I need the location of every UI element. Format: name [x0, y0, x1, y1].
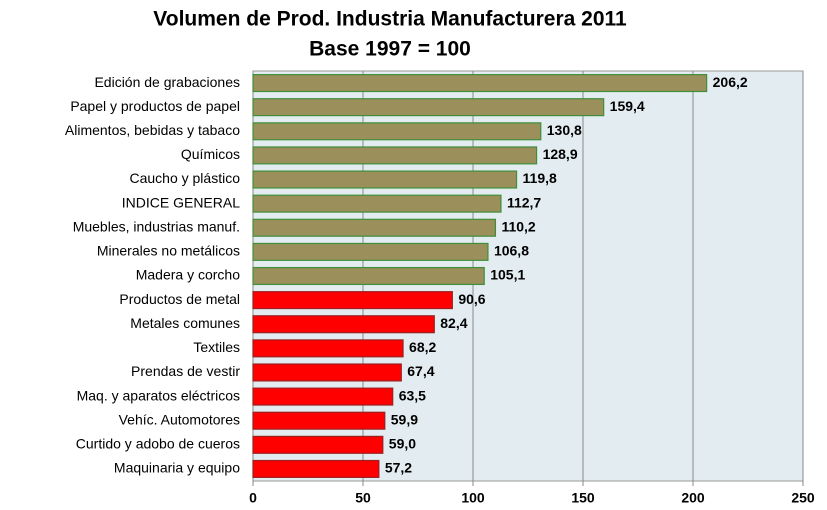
y-tick-label: INDICE GENERAL	[122, 194, 240, 210]
y-tick-label: Edición de grabaciones	[94, 74, 240, 90]
x-tick-label: 0	[249, 490, 257, 506]
y-tick-label: Alimentos, bebidas y tabaco	[65, 122, 240, 138]
y-tick-label: Vehíc. Automotores	[119, 411, 240, 427]
y-tick-label: Productos de metal	[119, 291, 240, 307]
y-tick-label: Metales comunes	[130, 315, 240, 331]
value-label: 130,8	[547, 122, 582, 138]
bar	[252, 363, 402, 382]
value-label: 59,0	[389, 436, 416, 452]
value-label: 57,2	[385, 460, 412, 476]
bar	[252, 98, 605, 117]
bar	[252, 315, 435, 334]
bar	[252, 435, 384, 454]
value-label: 59,9	[391, 411, 418, 427]
value-label: 82,4	[440, 315, 467, 331]
value-label: 90,6	[458, 291, 485, 307]
x-tick-label: 250	[791, 490, 815, 506]
value-label: 63,5	[399, 387, 426, 403]
x-tick-label: 50	[355, 490, 371, 506]
chart-subtitle: Base 1997 = 100	[309, 38, 471, 61]
bar	[252, 242, 489, 261]
bar	[252, 146, 538, 165]
y-tick-label: Curtido y adobo de cueros	[76, 436, 240, 452]
value-label: 159,4	[610, 98, 645, 114]
y-tick-label: Madera y corcho	[136, 267, 240, 283]
x-tick-label: 150	[571, 490, 595, 506]
y-tick-label: Caucho y plástico	[129, 170, 240, 186]
bar	[252, 74, 708, 93]
y-tick-label: Papel y productos de papel	[70, 98, 240, 114]
value-label: 128,9	[543, 146, 578, 162]
bar	[252, 266, 485, 286]
bar	[252, 170, 518, 189]
value-label: 68,2	[409, 339, 436, 355]
y-tick-label: Muebles, industrias manuf.	[73, 218, 240, 234]
x-tick-label: 100	[461, 490, 485, 506]
y-tick-label: Prendas de vestir	[131, 363, 240, 379]
bar	[252, 339, 404, 358]
bar	[252, 194, 502, 213]
y-tick-label: Maquinaria y equipo	[114, 460, 240, 476]
value-label: 67,4	[407, 363, 434, 379]
y-tick-label: Textiles	[193, 339, 240, 355]
value-label: 206,2	[713, 74, 748, 90]
bar	[252, 122, 542, 141]
chart-title: Volumen de Prod. Industria Manufacturera…	[153, 8, 627, 31]
value-label: 106,8	[494, 243, 529, 259]
bar	[252, 218, 497, 237]
value-label: 110,2	[501, 218, 535, 234]
value-label: 119,8	[523, 170, 557, 186]
y-tick-label: Maq. y aparatos eléctricos	[77, 387, 240, 403]
value-label: 105,1	[490, 267, 525, 283]
y-tick-label: Químicos	[181, 146, 240, 162]
bar	[252, 291, 453, 310]
bar	[252, 459, 380, 478]
bar	[252, 387, 394, 406]
bar	[252, 411, 386, 430]
y-tick-label: Minerales no metálicos	[97, 243, 240, 259]
x-tick-label: 200	[681, 490, 705, 506]
value-label: 112,7	[507, 194, 541, 210]
